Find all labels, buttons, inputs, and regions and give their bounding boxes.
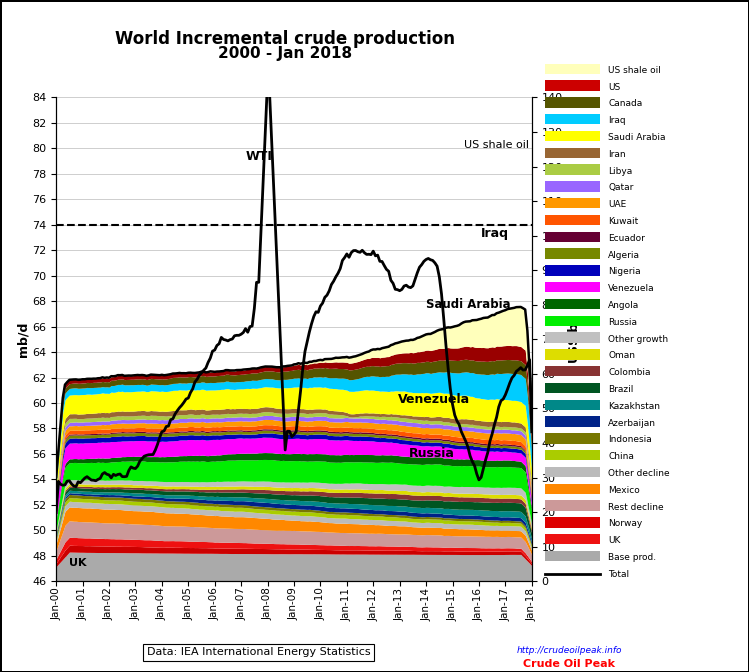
Bar xyxy=(545,551,600,561)
Text: Saudi Arabia: Saudi Arabia xyxy=(426,298,511,310)
Bar xyxy=(545,131,600,141)
Text: Venezuela: Venezuela xyxy=(398,393,470,406)
Bar xyxy=(545,450,600,460)
Bar xyxy=(545,114,600,124)
Bar xyxy=(545,282,600,292)
Text: Nigeria: Nigeria xyxy=(608,267,641,276)
Bar xyxy=(545,299,600,309)
Bar xyxy=(545,534,600,544)
Text: Angola: Angola xyxy=(608,301,640,310)
Text: Iran: Iran xyxy=(608,150,626,159)
Text: WTI: WTI xyxy=(246,150,273,163)
Bar xyxy=(545,316,600,326)
Bar xyxy=(545,198,600,208)
Text: World Incremental crude production: World Incremental crude production xyxy=(115,30,455,48)
Text: US: US xyxy=(608,83,620,91)
Text: http://crudeoilpeak.info: http://crudeoilpeak.info xyxy=(517,646,622,655)
Text: US shale oil: US shale oil xyxy=(608,66,661,75)
Bar xyxy=(545,417,600,427)
Bar xyxy=(545,366,600,376)
Bar xyxy=(545,165,600,175)
Bar xyxy=(545,349,600,360)
Text: Mexico: Mexico xyxy=(608,486,640,495)
Text: Indonesia: Indonesia xyxy=(608,435,652,444)
Bar xyxy=(545,97,600,108)
Text: UK: UK xyxy=(70,558,87,568)
Bar xyxy=(545,81,600,91)
Bar xyxy=(545,232,600,242)
Text: Base prod.: Base prod. xyxy=(608,553,656,562)
Bar xyxy=(545,467,600,477)
Bar xyxy=(545,64,600,74)
Text: UAE: UAE xyxy=(608,200,626,209)
Bar xyxy=(545,265,600,276)
Text: Norway: Norway xyxy=(608,519,643,528)
Text: Brazil: Brazil xyxy=(608,385,634,394)
Text: Kuwait: Kuwait xyxy=(608,217,638,226)
Bar xyxy=(545,249,600,259)
Y-axis label: mb/d: mb/d xyxy=(16,322,29,357)
Text: Iraq: Iraq xyxy=(608,116,626,125)
Bar xyxy=(545,333,600,343)
Text: Russia: Russia xyxy=(408,446,455,460)
Text: Russia: Russia xyxy=(608,318,637,327)
Text: Data: IEA International Energy Statistics: Data: IEA International Energy Statistic… xyxy=(147,647,370,657)
Text: Azerbaijan: Azerbaijan xyxy=(608,419,656,427)
Text: Other growth: Other growth xyxy=(608,335,668,343)
Text: Oman: Oman xyxy=(608,351,635,360)
Y-axis label: US$/bl: US$/bl xyxy=(567,317,580,362)
Text: Iraq: Iraq xyxy=(481,228,509,241)
Bar xyxy=(545,517,600,528)
Text: Crude Oil Peak: Crude Oil Peak xyxy=(524,659,615,669)
Text: Other decline: Other decline xyxy=(608,469,670,478)
Text: China: China xyxy=(608,452,634,461)
Bar xyxy=(545,148,600,158)
Bar xyxy=(545,181,600,192)
Text: Libya: Libya xyxy=(608,167,632,175)
Text: Algeria: Algeria xyxy=(608,251,640,259)
Bar xyxy=(545,215,600,225)
Bar xyxy=(545,400,600,410)
Bar xyxy=(545,383,600,393)
Text: US shale oil: US shale oil xyxy=(464,140,529,151)
Text: Kazakhstan: Kazakhstan xyxy=(608,402,661,411)
Text: Colombia: Colombia xyxy=(608,368,651,377)
Text: Saudi Arabia: Saudi Arabia xyxy=(608,133,666,142)
Text: Venezuela: Venezuela xyxy=(608,284,655,293)
Bar xyxy=(545,484,600,494)
Text: Rest decline: Rest decline xyxy=(608,503,664,511)
Text: Canada: Canada xyxy=(608,99,643,108)
Text: UK: UK xyxy=(608,536,621,545)
Text: 2000 - Jan 2018: 2000 - Jan 2018 xyxy=(217,46,352,61)
Text: Qatar: Qatar xyxy=(608,183,634,192)
Text: Total: Total xyxy=(608,570,629,579)
Bar xyxy=(545,433,600,444)
Bar xyxy=(545,501,600,511)
Text: Ecuador: Ecuador xyxy=(608,234,645,243)
